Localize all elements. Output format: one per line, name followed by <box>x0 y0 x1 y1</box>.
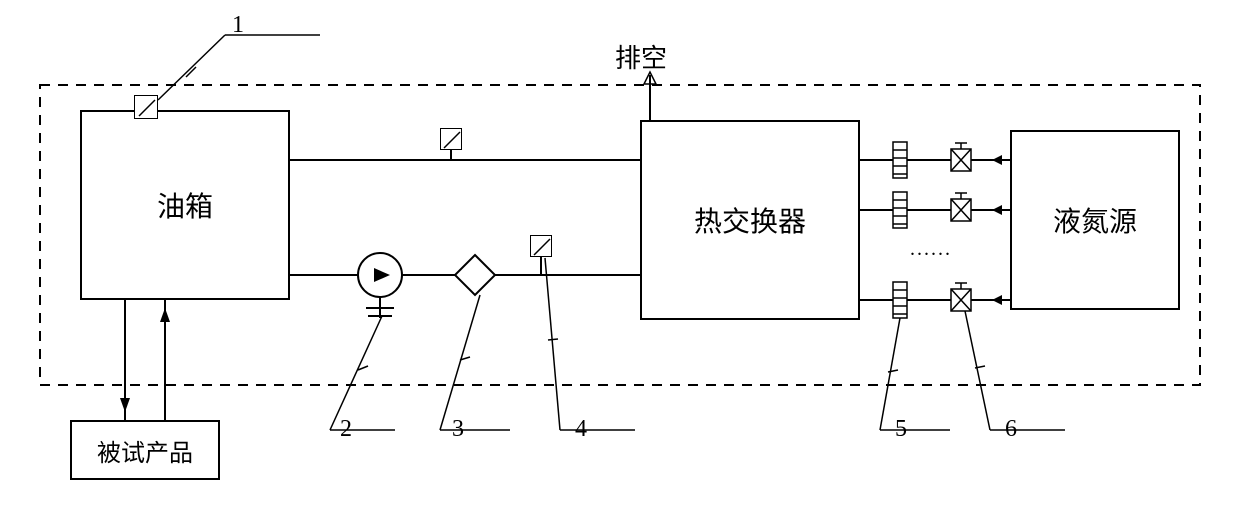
heat-exchanger-box: 热交换器 <box>640 120 860 320</box>
callout-1: 1 <box>232 12 244 39</box>
vent-label: 排空 <box>615 38 667 75</box>
callout-2: 2 <box>340 416 352 443</box>
oil-tank-label: 油箱 <box>157 185 213 225</box>
sensor-4a-icon <box>440 128 462 150</box>
oil-tank-box: 油箱 <box>80 110 290 300</box>
callout-6: 6 <box>1005 416 1017 443</box>
callout-5: 5 <box>895 416 907 443</box>
sensor-1-icon <box>134 95 158 119</box>
ln2-source-label: 液氮源 <box>1053 200 1137 240</box>
heat-exchanger-label: 热交换器 <box>694 200 806 240</box>
ellipsis-label: ...... <box>910 238 952 261</box>
sensor-4b-icon <box>530 235 552 257</box>
dut-box: 被试产品 <box>70 420 220 480</box>
dut-label: 被试产品 <box>97 433 193 468</box>
callout-4: 4 <box>575 416 587 443</box>
callout-3: 3 <box>452 416 464 443</box>
ln2-source-box: 液氮源 <box>1010 130 1180 310</box>
